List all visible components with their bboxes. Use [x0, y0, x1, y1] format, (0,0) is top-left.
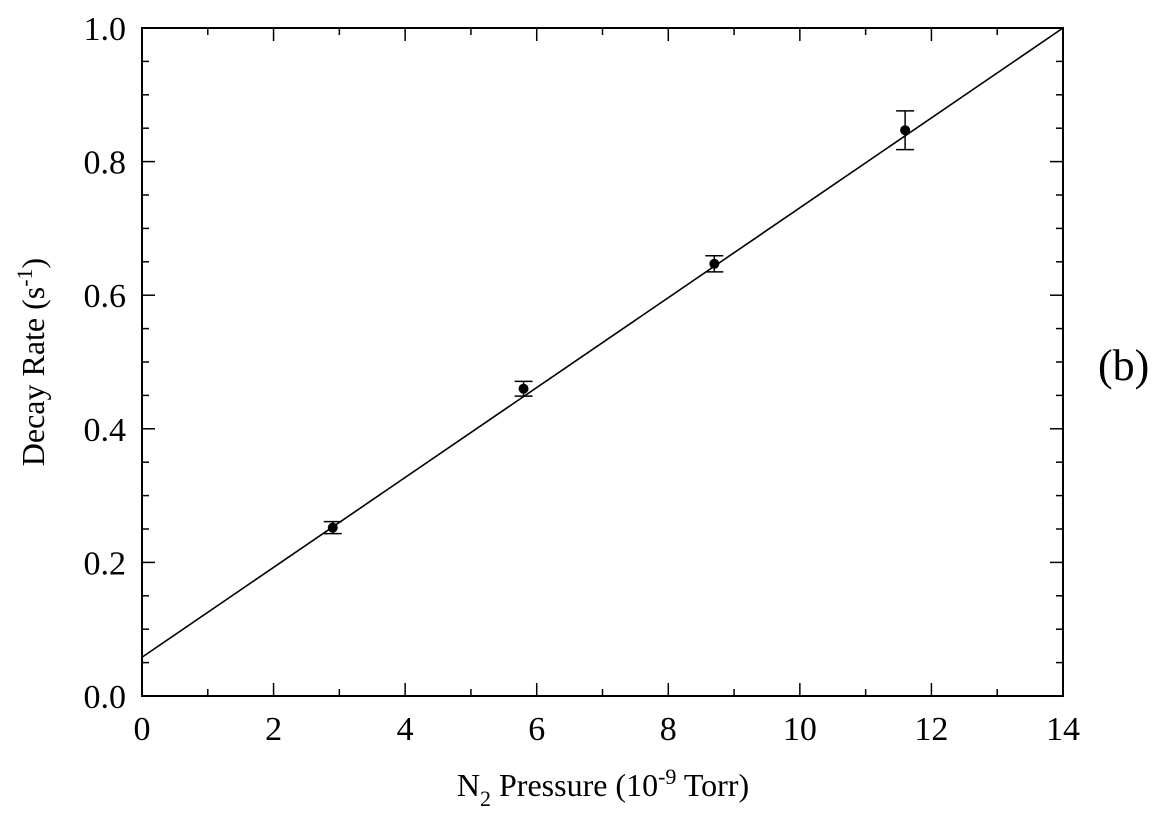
x-axis-label-middle: Pressure (10	[491, 767, 658, 803]
y-tick-label: 0.8	[84, 145, 127, 182]
x-tick-label: 0	[134, 711, 151, 748]
y-tick-label: 0.0	[84, 679, 127, 716]
data-point	[709, 258, 720, 269]
tick-labels: 0 2 4 6 8 10 12 14 0.0 0.2 0.4 0.6 0.8 1.0	[84, 11, 1081, 748]
fit-line	[141, 27, 1064, 658]
x-tick-label: 4	[397, 711, 414, 748]
y-axis-label-end: )	[15, 258, 51, 269]
panel-label: (b)	[1098, 341, 1149, 390]
data-points-layer	[323, 110, 915, 535]
tick-marks	[141, 27, 1064, 697]
x-axis-label-subscript: 2	[480, 786, 491, 811]
y-tick-label: 1.0	[84, 11, 127, 48]
y-axis-label: Decay Rate (s-1)	[12, 258, 51, 466]
y-axis-label-superscript: -1	[12, 268, 37, 286]
x-tick-label: 14	[1046, 711, 1080, 748]
data-point	[518, 383, 529, 394]
x-axis-label-end: Torr)	[676, 767, 749, 803]
x-tick-label: 8	[660, 711, 677, 748]
x-tick-label: 10	[783, 711, 817, 748]
y-axis-label-main: Decay Rate (s	[15, 287, 51, 466]
x-axis-label-main: N	[457, 767, 480, 803]
data-point	[327, 522, 338, 533]
fit-line-layer	[141, 27, 1064, 658]
x-axis-label-superscript: -9	[658, 764, 676, 789]
data-point	[900, 125, 911, 136]
x-tick-label: 12	[914, 711, 948, 748]
y-tick-label: 0.4	[84, 412, 127, 449]
x-tick-label: 2	[265, 711, 282, 748]
plot-frame	[141, 27, 1064, 697]
y-tick-label: 0.6	[84, 278, 127, 315]
x-axis-label: N2 Pressure (10-9 Torr)	[457, 764, 749, 811]
y-tick-label: 0.2	[84, 545, 127, 582]
x-tick-label: 6	[528, 711, 545, 748]
